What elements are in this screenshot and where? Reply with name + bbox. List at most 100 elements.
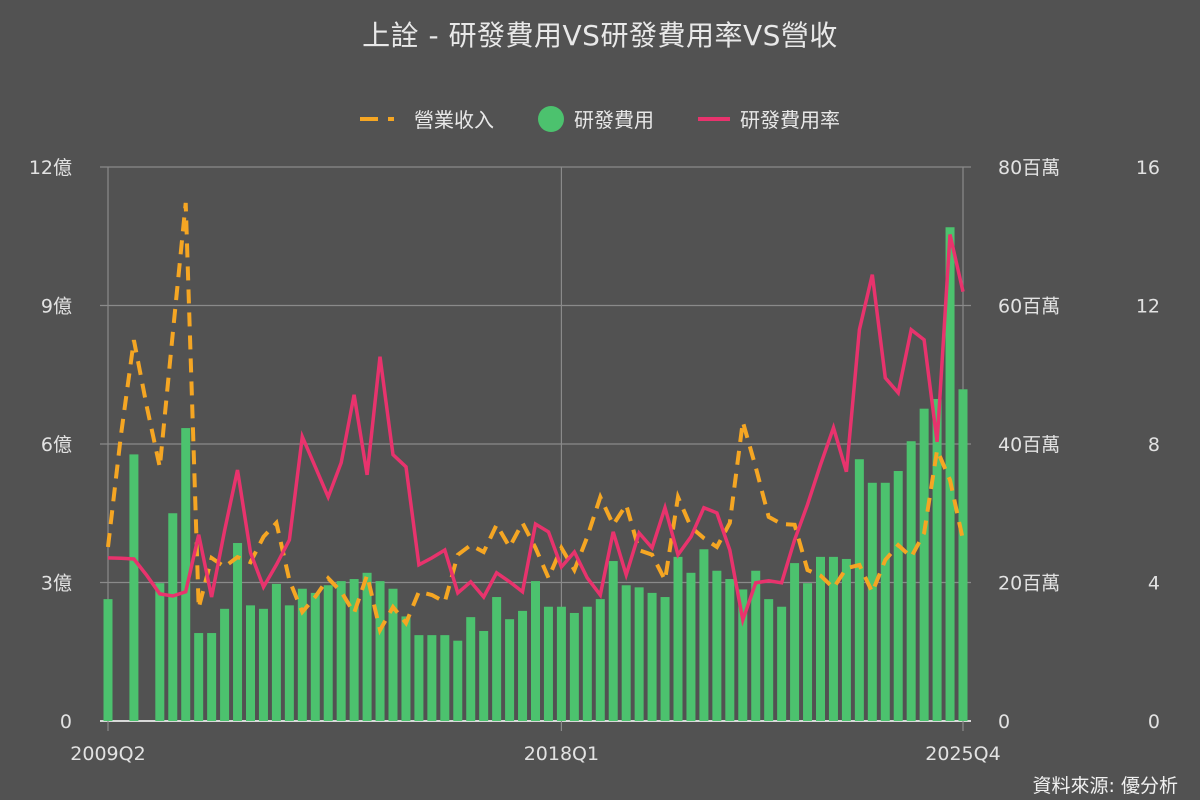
rd-expense-bar [880, 482, 890, 721]
rd-expense-bar [686, 572, 696, 721]
rd-expense-bar [764, 599, 774, 721]
revenue-line [106, 202, 965, 636]
rd-expense-bar [310, 592, 320, 721]
rd-expense-bar [647, 592, 657, 721]
circle-swatch-icon [538, 105, 564, 132]
rd-expense-bar [569, 612, 579, 721]
rd-expense-bar [466, 617, 476, 721]
rd-expense-bar [258, 608, 268, 721]
rd-expense-bar [362, 572, 372, 721]
rd-expense-bar [673, 556, 683, 721]
rd-expense-bar [336, 581, 346, 721]
ratio-axis-tick: 12 [1136, 296, 1160, 318]
legend-label-revenue: 營業收入 [414, 108, 494, 132]
right-axis-tick: 80百萬 [998, 157, 1060, 179]
rd-expense-bar [660, 597, 670, 721]
ratio-axis-tick: 8 [1148, 434, 1160, 456]
rd-expense-bar [220, 608, 230, 721]
rd-expense-bar [323, 585, 333, 721]
rd-expense-bar [556, 606, 566, 721]
legend: 營業收入 研發費用 研發費用率 [0, 104, 1200, 133]
rd-expense-bar [816, 556, 825, 721]
right-axis-tick: 60百萬 [998, 296, 1060, 318]
left-axis-tick: 9億 [41, 296, 72, 318]
rd-expense-bar [582, 606, 592, 721]
rd-expense-bar [958, 389, 968, 721]
rd-expense-bar [233, 543, 243, 721]
rd-expense-bar [777, 606, 787, 721]
rd-expense-bar [531, 581, 540, 721]
rd-expense-bar [751, 570, 761, 721]
rd-expense-bar [168, 513, 178, 721]
rd-expense-bar [155, 583, 165, 721]
rd-expense-bar [841, 558, 851, 721]
rd-expense-bar [375, 581, 385, 721]
rd-expense-bar [543, 606, 553, 721]
source-label: 資料來源: 優分析 [1032, 775, 1178, 797]
rd-expense-bar [271, 583, 281, 721]
legend-label-rd-expense: 研發費用 [574, 108, 654, 132]
rd-ratio-line [107, 234, 965, 627]
rd-expense-bars [103, 227, 968, 721]
rd-expense-bar [453, 640, 463, 721]
rd-expense-bar [505, 619, 515, 721]
rd-expense-bar [932, 398, 942, 721]
rd-expense-bar [867, 482, 877, 721]
rd-expense-bar [401, 616, 411, 721]
rd-expense-bar [427, 635, 437, 721]
rd-expense-bar [621, 585, 631, 721]
rd-expense-bar [803, 583, 813, 721]
legend-item-rd-expense[interactable]: 研發費用 [538, 104, 654, 133]
left-axis-tick: 0 [60, 711, 72, 733]
rd-expense-bar [893, 471, 903, 721]
ratio-axis-tick: 0 [1148, 711, 1160, 733]
rd-expense-bar [712, 570, 722, 721]
left-axis-tick: 3億 [41, 573, 72, 595]
rd-expense-bar [349, 579, 359, 721]
rd-expense-bar [634, 587, 644, 721]
rd-expense-bar [129, 454, 139, 721]
right-axis-tick: 40百萬 [998, 434, 1060, 456]
dashed-line-swatch-icon [360, 116, 404, 121]
rd-expense-bar [854, 459, 864, 721]
rd-expense-bar [440, 635, 450, 721]
rd-expense-bar [595, 599, 605, 721]
legend-item-revenue[interactable]: 營業收入 [360, 104, 494, 133]
right-axis-tick: 0 [998, 711, 1010, 733]
rd-expense-bar [181, 428, 191, 721]
rd-expense-bar [945, 227, 955, 721]
rd-expense-bar [414, 635, 424, 721]
rd-expense-bar [388, 588, 398, 721]
left-axis-tick: 12億 [29, 157, 72, 179]
ratio-axis-tick: 4 [1148, 573, 1160, 595]
left-axis-tick: 6億 [41, 434, 72, 456]
ratio-axis-tick: 16 [1136, 157, 1160, 179]
series-lines [106, 202, 965, 636]
rd-expense-bar [194, 633, 204, 721]
rd-expense-bar [492, 597, 502, 721]
axes: 0 0 0 3億 20百萬 4 6億 40百萬 8 9億 60百萬 12 12億 80百萬 16 2009Q2… [29, 157, 1160, 765]
rd-expense-bar [699, 549, 709, 721]
rd-expense-bar [284, 605, 294, 721]
rd-expense-bar [246, 605, 255, 721]
x-axis-tick: 2018Q1 [524, 743, 599, 765]
rd-expense-bar [906, 441, 916, 721]
line-swatch-icon [698, 116, 730, 121]
rd-expense-bar [828, 556, 838, 721]
rd-expense-bar [738, 589, 748, 721]
legend-label-rd-ratio: 研發費用率 [740, 108, 840, 132]
right-axis-tick: 20百萬 [998, 573, 1060, 595]
rd-expense-bar [207, 633, 217, 721]
chart-title: 上詮 - 研發費用VS研發費用率VS營收 [362, 19, 838, 52]
rd-expense-bar [608, 561, 618, 721]
rd-expense-bar [725, 579, 735, 721]
rd-expense-bar [790, 563, 800, 721]
x-axis-tick: 2009Q2 [70, 743, 145, 765]
rd-expense-bar [479, 630, 489, 721]
rd-expense-bar [518, 610, 528, 721]
legend-item-rd-ratio[interactable]: 研發費用率 [698, 104, 840, 133]
rd-expense-bar [919, 408, 929, 721]
rd-expense-bar [103, 599, 113, 721]
x-axis-tick: 2025Q4 [925, 743, 1000, 765]
